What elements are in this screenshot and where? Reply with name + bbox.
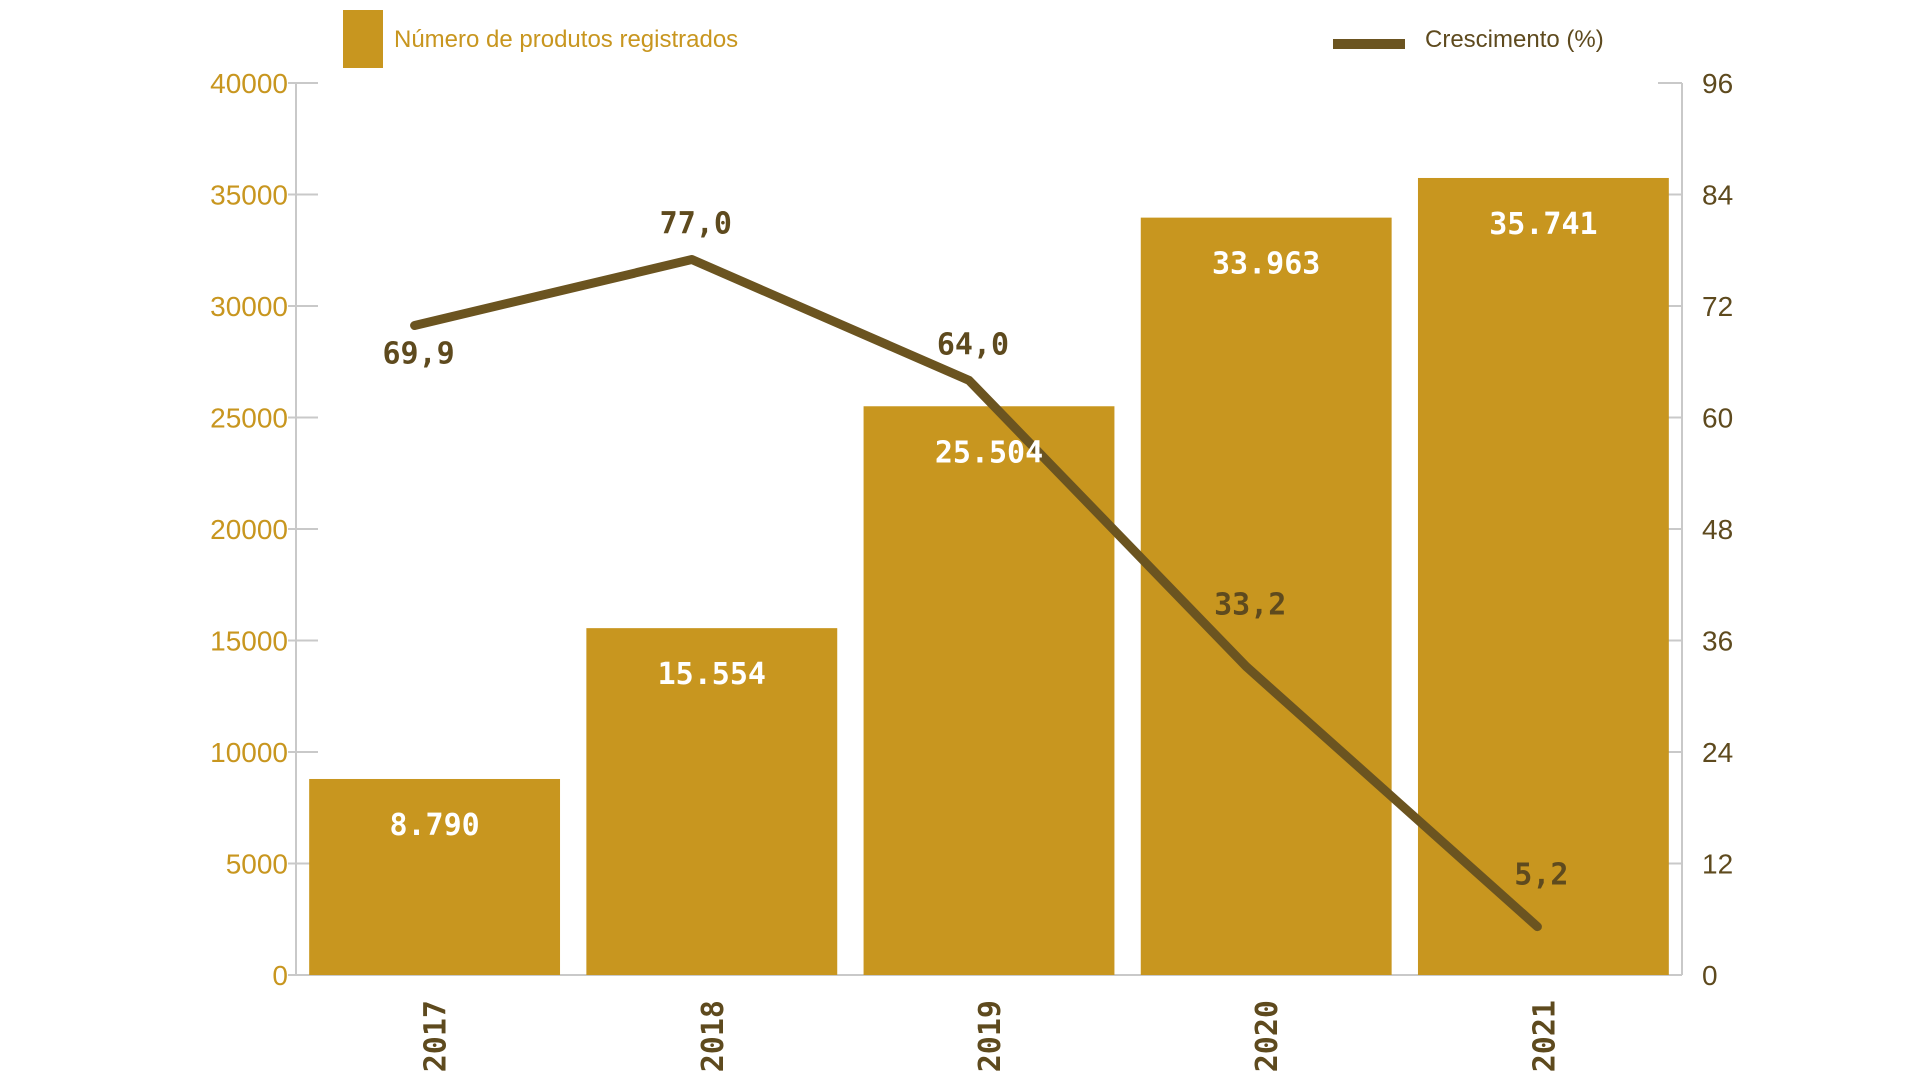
growth-point-2017 <box>413 324 416 327</box>
left-tick-label: 40000 <box>210 68 288 99</box>
bar-2019 <box>863 406 1115 975</box>
category-label: 2018 <box>696 1000 731 1072</box>
legend-line-label: Crescimento (%) <box>1425 26 1604 53</box>
growth-value-label: 69,9 <box>382 337 454 372</box>
growth-point-2018 <box>690 258 693 261</box>
left-tick-label: 30000 <box>210 291 288 322</box>
growth-point-2019 <box>968 379 970 382</box>
growth-value-label: 5,2 <box>1514 858 1568 893</box>
category-label: 2019 <box>973 1000 1008 1072</box>
bar-value-label: 15.554 <box>658 657 766 692</box>
category-label: 2020 <box>1250 1000 1285 1072</box>
left-tick-label: 0 <box>272 960 288 991</box>
bar-2021 <box>1417 177 1669 975</box>
right-tick-label: 0 <box>1702 960 1718 991</box>
growth-point-2020 <box>1245 665 1248 668</box>
bar-value-label: 25.504 <box>935 435 1043 470</box>
bar-value-label: 35.741 <box>1489 207 1597 242</box>
left-tick-label: 10000 <box>210 737 288 768</box>
bar-value-label: 33.963 <box>1212 247 1320 282</box>
line-series <box>410 255 1542 932</box>
left-tick-label: 35000 <box>210 180 288 211</box>
right-tick-label: 84 <box>1702 180 1733 211</box>
left-tick-label: 25000 <box>210 403 288 434</box>
category-label: 2021 <box>1527 1000 1562 1072</box>
category-label: 2017 <box>419 1000 454 1072</box>
left-tick-label: 5000 <box>226 849 288 880</box>
right-tick-label: 48 <box>1702 514 1733 545</box>
left-tick-label: 15000 <box>210 626 288 657</box>
right-tick-label: 36 <box>1702 626 1733 657</box>
growth-value-label: 33,2 <box>1214 588 1286 623</box>
bar-2017 <box>309 778 561 975</box>
right-tick-label: 24 <box>1702 737 1733 768</box>
right-tick-label: 96 <box>1702 68 1733 99</box>
legend-bar-swatch <box>343 10 383 68</box>
legend-bar-label: Número de produtos registrados <box>394 26 738 53</box>
right-tick-label: 12 <box>1702 849 1733 880</box>
legend-line-swatch <box>1333 39 1405 49</box>
legend: Número de produtos registrados Crescimen… <box>343 10 1604 68</box>
growth-value-label: 77,0 <box>660 207 732 242</box>
right-tick-label: 60 <box>1702 403 1733 434</box>
growth-value-label: 64,0 <box>937 327 1009 362</box>
data-labels: 8.790 15.554 25.504 33.963 35.741 2017 2018 201… <box>382 207 1597 1073</box>
left-tick-label: 20000 <box>210 514 288 545</box>
axes: 0 5000 10000 15000 20000 25000 30000 35000 40000… <box>210 68 1733 991</box>
right-tick-label: 72 <box>1702 291 1733 322</box>
bar-2018 <box>586 628 838 975</box>
bar-value-label: 8.790 <box>389 808 479 843</box>
growth-point-2021 <box>1536 925 1539 928</box>
